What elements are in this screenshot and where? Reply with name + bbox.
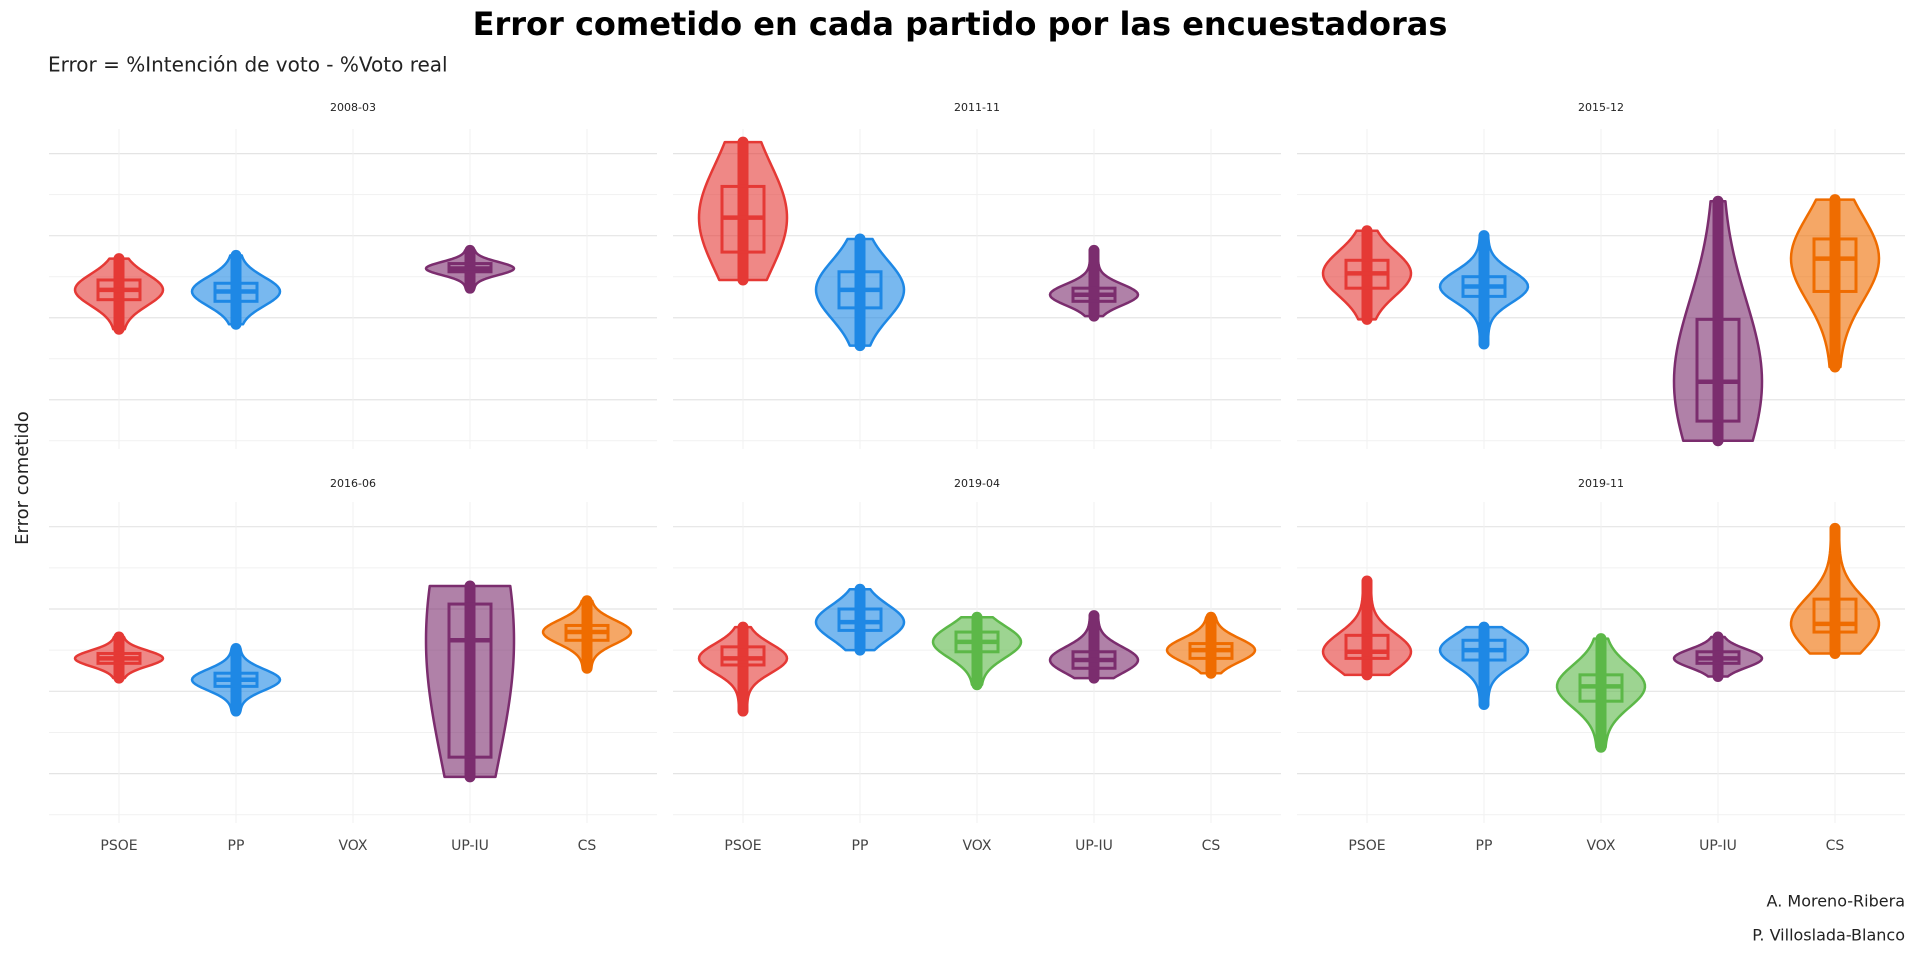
box [447,602,493,759]
panel-title: 2008-03 [330,101,376,114]
x-tick-label: CS [578,838,597,854]
x-tick-label: VOX [1586,838,1615,854]
x-tick-label: PP [852,838,869,854]
panel-title: 2016-06 [330,477,376,490]
x-tick-label: UP-IU [1699,838,1737,854]
box [1812,597,1858,634]
x-tick-label: PP [1476,838,1493,854]
x-tick-label: PP [228,838,245,854]
box [1812,237,1858,293]
y-axis-label: Error cometido [12,411,33,545]
box [1344,633,1390,660]
x-tick-label: PSOE [724,838,761,854]
credit: P. Villoslada-Blanco [1752,926,1905,945]
box [720,645,766,667]
chart-subtitle: Error = %Intención de voto - %Voto real [48,53,448,77]
panel-title: 2019-04 [954,477,1000,490]
box [1695,317,1741,423]
panel-title: 2011-11 [954,101,1000,114]
x-tick-label: UP-IU [451,838,489,854]
chart-title: Error cometido en cada partido por las e… [473,5,1448,43]
x-tick-label: CS [1202,838,1221,854]
panel-title: 2015-12 [1578,101,1624,114]
x-tick-label: UP-IU [1075,838,1113,854]
x-tick-label: PSOE [1348,838,1385,854]
credit: A. Moreno-Ribera [1767,892,1905,911]
x-tick-label: CS [1826,838,1845,854]
panel-title: 2019-11 [1578,477,1624,490]
x-tick-label: PSOE [100,838,137,854]
x-tick-label: VOX [338,838,367,854]
x-tick-label: VOX [962,838,991,854]
box [837,607,883,632]
